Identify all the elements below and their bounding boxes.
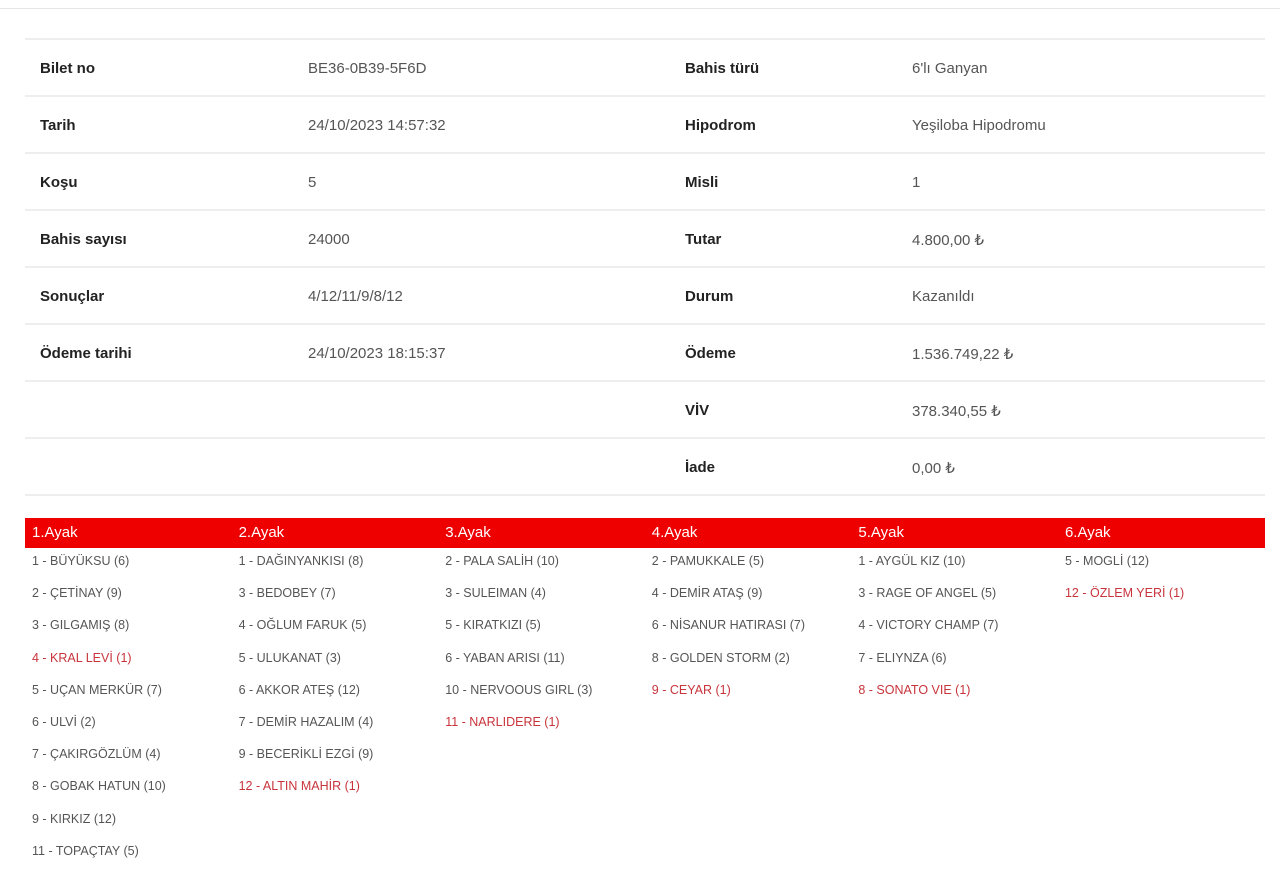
info-value: 6'lı Ganyan <box>912 60 988 77</box>
info-row: Bahis sayısı 24000 Tutar 4.800,00 ₺ <box>25 211 1265 268</box>
top-divider <box>0 8 1280 9</box>
horse-item: 1 - DAĞINYANKISI (8) <box>238 554 364 568</box>
horse-item: 2 - PAMUKKALE (5) <box>651 554 765 568</box>
winning-horse-item: 12 - ALTIN MAHİR (1) <box>238 779 360 794</box>
horse-item: 9 - KIRKIZ (12) <box>32 811 117 826</box>
info-label: Sonuçlar <box>40 288 105 305</box>
horse-item: 8 - GOLDEN STORM (2) <box>651 650 790 665</box>
leg-column: 5 - MOGLİ (12) 12 - ÖZLEM YERİ (1) <box>1058 548 1265 870</box>
info-label: Koşu <box>40 174 78 191</box>
horse-item: 4 - OĞLUM FARUK (5) <box>238 618 367 633</box>
info-value: 24/10/2023 14:57:32 <box>308 117 446 134</box>
info-label: Bahis türü <box>685 60 760 77</box>
winning-horse-item: 11 - NARLIDERE (1) <box>445 714 560 729</box>
horse-item: 5 - UÇAN MERKÜR (7) <box>32 682 162 697</box>
horse-item: 3 - RAGE OF ANGEL (5) <box>858 586 997 601</box>
horse-item: 6 - ULVİ (2) <box>32 714 96 729</box>
horse-item: 5 - ULUKANAT (3) <box>238 650 341 665</box>
info-row: Koşu 5 Misli 1 <box>25 154 1265 211</box>
leg-column: 2 - PALA SALİH (10) 3 - SULEIMAN (4) 5 - K… <box>438 548 645 870</box>
info-value: 1.536.749,22 ₺ <box>912 346 1014 363</box>
horse-item: 1 - AYGÜL KIZ (10) <box>858 554 966 568</box>
winning-horse-item: 8 - SONATO VIE (1) <box>858 682 971 697</box>
leg-column: 1 - BÜYÜKSU (6) 2 - ÇETİNAY (9) 3 - GILGAM… <box>25 548 232 870</box>
horse-item: 3 - GILGAMIŞ (8) <box>32 618 130 633</box>
info-value: BE36-0B39-5F6D <box>308 60 427 77</box>
info-label: Ödeme tarihi <box>40 345 132 362</box>
ticket-info-table: Bilet no BE36-0B39-5F6D Bahis türü 6'lı Gan… <box>25 38 1265 496</box>
horse-item: 5 - MOGLİ (12) <box>1064 554 1150 568</box>
info-label: İade <box>685 459 716 476</box>
horse-item: 2 - PALA SALİH (10) <box>445 554 559 568</box>
info-row: VİV 378.340,55 ₺ <box>25 382 1265 439</box>
horse-item: 10 - NERVOOUS GIRL (3) <box>445 682 593 697</box>
horse-item: 6 - AKKOR ATEŞ (12) <box>238 682 360 697</box>
info-value: 0,00 ₺ <box>912 460 955 477</box>
horse-item: 9 - BECERİKLİ EZGİ (9) <box>238 747 374 762</box>
info-label: Tarih <box>40 117 76 134</box>
horse-item: 8 - GOBAK HATUN (10) <box>32 779 166 794</box>
info-label: Durum <box>685 288 734 305</box>
legs-lists: 1 - BÜYÜKSU (6) 2 - ÇETİNAY (9) 3 - GILGAM… <box>25 548 1265 870</box>
info-row: Tarih 24/10/2023 14:57:32 Hipodrom Yeşiloba… <box>25 97 1265 154</box>
info-label: Ödeme <box>685 345 736 362</box>
info-label: Bahis sayısı <box>40 231 127 248</box>
leg-title: 2.Ayak <box>238 524 285 541</box>
info-label: VİV <box>685 402 710 419</box>
leg-title: 3.Ayak <box>445 524 491 541</box>
horse-item: 7 - ELIYNZA (6) <box>858 650 947 665</box>
info-label: Bilet no <box>40 60 95 77</box>
leg-title: 6.Ayak <box>1064 524 1111 541</box>
info-label: Hipodrom <box>685 117 756 134</box>
leg-title: 1.Ayak <box>32 524 78 541</box>
horse-item: 1 - BÜYÜKSU (6) <box>32 554 130 568</box>
info-value: 24000 <box>308 231 350 248</box>
leg-title: 5.Ayak <box>858 524 904 541</box>
info-value: 4.800,00 ₺ <box>912 232 985 249</box>
legs-header-bar: 1.Ayak 2.Ayak 3.Ayak 4.Ayak 5.Ayak 6.Ayak <box>25 518 1265 548</box>
info-value: Yeşiloba Hipodromu <box>912 117 1046 134</box>
info-row: İade 0,00 ₺ <box>25 439 1265 496</box>
info-label: Misli <box>685 174 719 191</box>
horse-item: 3 - SULEIMAN (4) <box>445 586 546 601</box>
info-value: 4/12/11/9/8/12 <box>308 288 403 305</box>
legs-section: 1.Ayak 2.Ayak 3.Ayak 4.Ayak 5.Ayak 6.Ayak 1 -… <box>25 518 1265 870</box>
horse-item: 2 - ÇETİNAY (9) <box>32 586 122 601</box>
horse-item: 6 - YABAN ARISI (11) <box>445 650 565 665</box>
horse-item: 11 - TOPAÇTAY (5) <box>32 843 139 858</box>
horse-item: 3 - BEDOBEY (7) <box>238 586 336 601</box>
info-value: 24/10/2023 18:15:37 <box>308 345 446 362</box>
leg-title: 4.Ayak <box>651 524 698 541</box>
winning-horse-item: 4 - KRAL LEVİ (1) <box>32 650 132 665</box>
horse-item: 4 - DEMİR ATAŞ (9) <box>651 586 763 601</box>
info-value: 1 <box>912 174 921 191</box>
info-value: Kazanıldı <box>912 288 975 305</box>
leg-column: 1 - DAĞINYANKISI (8) 3 - BEDOBEY (7) 4 - O… <box>232 548 439 870</box>
horse-item: 6 - NİSANUR HATIRASI (7) <box>651 618 806 633</box>
info-row: Ödeme tarihi 24/10/2023 18:15:37 Ödeme 1.53… <box>25 325 1265 382</box>
horse-item: 4 - VICTORY CHAMP (7) <box>858 618 999 633</box>
leg-column: 1 - AYGÜL KIZ (10) 3 - RAGE OF ANGEL (5) 4… <box>851 548 1058 870</box>
horse-item: 7 - DEMİR HAZALIM (4) <box>238 714 374 729</box>
info-label: Tutar <box>685 231 722 248</box>
info-row: Sonuçlar 4/12/11/9/8/12 Durum Kazanıldı <box>25 268 1265 325</box>
info-value: 5 <box>308 174 317 191</box>
horse-item: 5 - KIRATKIZI (5) <box>445 618 541 633</box>
info-value: 378.340,55 ₺ <box>912 403 1001 420</box>
winning-horse-item: 9 - CEYAR (1) <box>651 682 731 697</box>
leg-column: 2 - PAMUKKALE (5) 4 - DEMİR ATAŞ (9) 6 - N… <box>645 548 852 870</box>
horse-item: 7 - ÇAKIRGÖZLÜM (4) <box>32 747 161 762</box>
winning-horse-item: 12 - ÖZLEM YERİ (1) <box>1064 586 1185 601</box>
info-row: Bilet no BE36-0B39-5F6D Bahis türü 6'lı Gan… <box>25 40 1265 97</box>
